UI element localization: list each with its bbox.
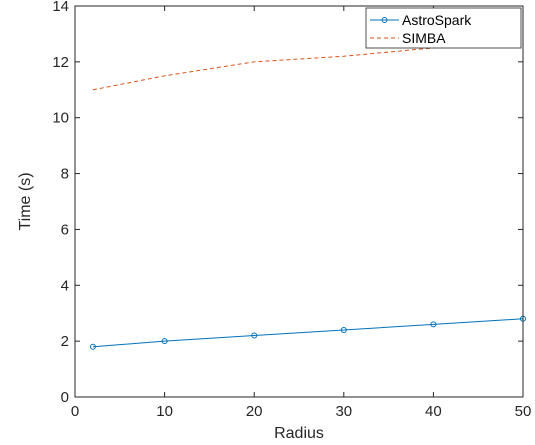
y-tick-label: 10 — [52, 110, 69, 127]
legend-box — [365, 7, 522, 49]
legend-marker-astrospark — [381, 17, 388, 23]
plot-area — [75, 6, 523, 397]
y-tick-label: 2 — [61, 333, 69, 350]
y-axis-label: Time (s) — [17, 172, 34, 230]
x-tick-label: 30 — [335, 403, 352, 420]
x-tick-label: 20 — [246, 403, 263, 420]
data-point-astrospark — [89, 343, 96, 350]
data-point-astrospark — [340, 326, 347, 333]
ticks-layer: 0 10 20 30 40 50 0 2 4 6 8 10 12 14 — [52, 0, 531, 420]
y-tick-label: 0 — [61, 389, 69, 406]
x-tick-label: 0 — [71, 403, 79, 420]
legend-label-simba: SIMBA — [402, 30, 446, 46]
y-tick-label: 14 — [52, 0, 69, 15]
axes-box — [74, 5, 524, 398]
legend-label-astrospark: AstroSpark — [402, 12, 472, 28]
x-tick-label: 40 — [425, 403, 442, 420]
y-tick-label: 4 — [61, 277, 69, 294]
x-tick-label: 10 — [156, 403, 173, 420]
data-point-astrospark — [430, 321, 437, 328]
data-point-astrospark — [161, 338, 168, 345]
x-axis-label: Radius — [274, 425, 324, 442]
y-tick-label: 12 — [52, 54, 69, 71]
y-tick-label: 8 — [61, 166, 69, 183]
series-line-astrospark — [92, 318, 524, 348]
y-tick-label: 6 — [61, 221, 69, 238]
data-point-astrospark — [251, 332, 258, 339]
x-tick-label: 50 — [515, 403, 532, 420]
legend: AstroSpark SIMBA — [365, 7, 522, 49]
